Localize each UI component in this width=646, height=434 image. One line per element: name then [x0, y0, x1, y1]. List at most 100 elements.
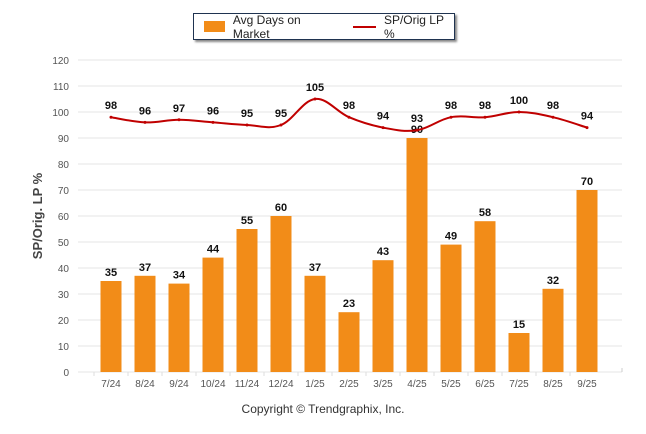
bar — [440, 244, 462, 372]
bar-data-label: 23 — [343, 298, 355, 310]
bar — [236, 229, 258, 372]
x-tick-label: 7/25 — [509, 379, 529, 390]
y-tick-label: 10 — [58, 342, 70, 353]
line-point — [143, 120, 147, 124]
x-tick-label: 11/24 — [235, 379, 260, 390]
line-point — [313, 97, 317, 101]
bar — [338, 312, 360, 372]
bar — [304, 275, 326, 372]
line-point — [449, 115, 453, 119]
bar-data-label: 55 — [241, 215, 253, 227]
bar-data-labels: 353734445560372343904958153270 — [105, 124, 593, 331]
line-data-label: 105 — [306, 82, 324, 94]
y-tick-label: 90 — [58, 134, 70, 145]
line-data-label: 94 — [581, 111, 594, 123]
line-point — [415, 128, 419, 132]
line-data-label: 93 — [411, 113, 423, 125]
bar-data-label: 35 — [105, 267, 117, 279]
line-data-label: 96 — [139, 105, 151, 117]
y-tick-label: 70 — [58, 186, 70, 197]
bar — [542, 288, 564, 372]
line-data-label: 98 — [479, 100, 491, 112]
y-tick-label: 40 — [58, 264, 70, 275]
line-data-label: 95 — [241, 108, 253, 120]
bar-data-label: 44 — [207, 244, 220, 256]
bar — [372, 260, 394, 372]
x-tick-label: 7/24 — [101, 379, 121, 390]
bar — [508, 333, 530, 372]
bar — [576, 190, 598, 372]
line-data-label: 98 — [547, 100, 559, 112]
bar-data-label: 15 — [513, 319, 525, 331]
bar — [270, 216, 292, 372]
x-tick-label: 9/25 — [577, 379, 597, 390]
bar-data-label: 60 — [275, 202, 287, 214]
bar-data-label: 34 — [173, 270, 186, 282]
line-data-labels: 98 96 97 96 95 95 105 98 94 93 98 98 100 98 94 — [105, 82, 594, 125]
legend: Avg Days on Market SP/Orig LP % — [193, 12, 455, 41]
y-tick-label: 100 — [52, 108, 69, 119]
line-data-label: 98 — [343, 100, 355, 112]
bar-data-label: 37 — [309, 262, 321, 274]
bar-legend-swatch — [204, 21, 225, 32]
bar-data-label: 32 — [547, 275, 559, 287]
line-series — [109, 97, 589, 132]
line-data-label: 97 — [173, 103, 185, 115]
y-tick-label: 50 — [58, 238, 70, 249]
bar — [134, 275, 156, 372]
line-point — [211, 120, 215, 124]
y-tick-label: 60 — [58, 212, 70, 223]
line-point — [381, 126, 385, 130]
x-tick-label: 4/25 — [407, 379, 427, 390]
bar-data-label: 43 — [377, 246, 389, 258]
line-point — [347, 115, 351, 119]
line-data-label: 96 — [207, 105, 219, 117]
x-tick-label: 5/25 — [441, 379, 461, 390]
x-tick-label: 6/25 — [475, 379, 495, 390]
y-tick-label: 30 — [58, 290, 70, 301]
y-tick-label: 80 — [58, 160, 70, 171]
bar-data-label: 37 — [139, 262, 151, 274]
x-tick-label: 12/24 — [268, 379, 293, 390]
bar-data-label: 49 — [445, 231, 457, 243]
line-point — [279, 123, 283, 127]
line-point — [177, 118, 181, 122]
bar — [202, 257, 224, 372]
legend-bar-label: Avg Days on Market — [232, 12, 301, 41]
x-tick-label: 8/24 — [135, 379, 155, 390]
line-point — [245, 123, 249, 127]
x-tick-label: 3/25 — [373, 379, 393, 390]
x-axis-ticks: 7/24 8/24 9/24 10/24 11/24 12/24 1/25 2/25 3/25 4… — [93, 372, 597, 390]
bar-data-label: 70 — [581, 176, 593, 188]
bar — [406, 138, 428, 372]
y-tick-label: 0 — [63, 368, 69, 379]
bar — [100, 281, 122, 372]
x-tick-label: 10/24 — [200, 379, 225, 390]
x-tick-label: 9/24 — [169, 379, 189, 390]
line-point — [517, 110, 521, 114]
y-tick-label: 110 — [53, 82, 69, 93]
x-tick-label: 2/25 — [339, 379, 359, 390]
line-data-label: 95 — [275, 108, 287, 120]
line-point — [585, 126, 589, 130]
line-data-label: 94 — [377, 111, 390, 123]
y-axis-ticks: 0 10 20 30 40 50 60 70 80 90 100 110 120 — [52, 56, 69, 379]
bar-data-label: 58 — [479, 207, 491, 219]
line-point — [109, 115, 113, 119]
bar-series — [100, 138, 598, 372]
x-tick-label: 8/25 — [543, 379, 563, 390]
line-data-label: 100 — [510, 95, 528, 107]
line-data-label: 98 — [445, 100, 457, 112]
bar — [168, 283, 190, 372]
copyright: Copyright © Trendgraphix, Inc. — [241, 402, 405, 416]
line-point — [551, 115, 555, 119]
bar — [474, 221, 496, 372]
line-legend-swatch — [353, 25, 376, 28]
line-data-label: 98 — [105, 100, 117, 112]
y-axis-label: SP/Orig. LP % — [30, 172, 45, 259]
y-tick-label: 20 — [58, 316, 70, 327]
legend-line-label: SP/Orig LP % — [383, 12, 444, 41]
line-point — [483, 115, 487, 119]
x-tick-label: 1/25 — [305, 379, 325, 390]
